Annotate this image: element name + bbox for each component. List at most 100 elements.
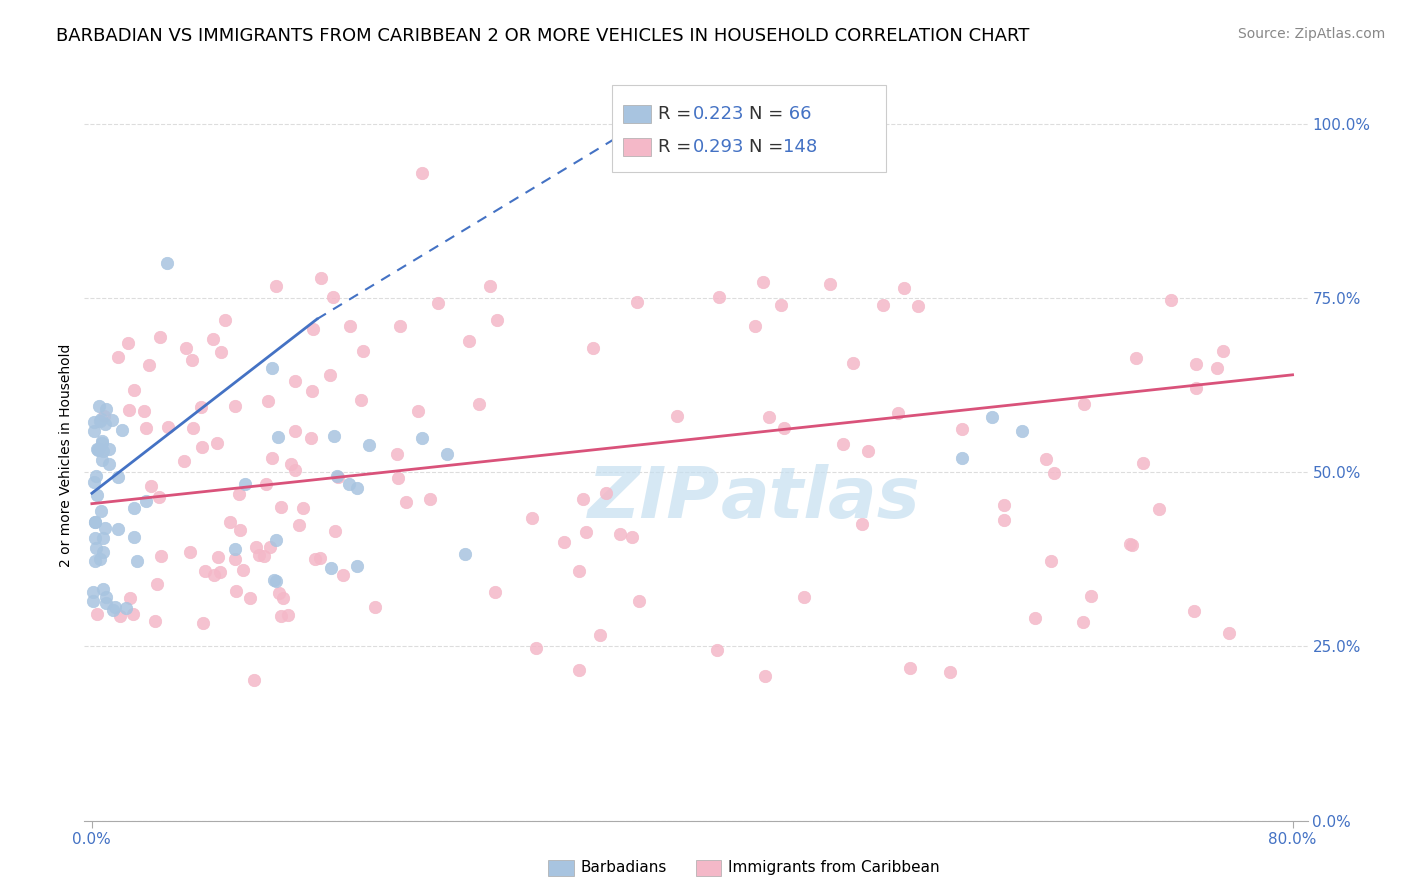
Point [284,424,307,438]
Point [114,600,136,615]
Point [1011,424,1033,438]
Point [83,425,105,439]
Point [266,279,288,293]
Point [94,590,117,604]
Point [173,454,195,468]
Point [346,482,368,496]
Point [86,488,108,502]
Point [337,476,360,491]
Point [117,336,139,351]
Point [89,551,111,566]
Point [239,591,262,605]
Point [264,574,287,588]
Point [907,299,929,313]
Point [1024,611,1046,625]
Point [595,485,617,500]
Point [484,584,506,599]
Point [267,430,290,444]
Point [91,434,114,448]
Point [190,400,212,414]
Point [89,415,111,429]
Point [139,478,162,492]
Point [339,319,361,334]
Point [87,399,110,413]
Point [101,603,124,617]
Point [271,591,294,605]
Point [219,515,242,529]
Point [752,276,775,290]
Point [1073,396,1095,410]
Point [90,452,112,467]
Point [97,442,120,456]
Point [851,516,873,531]
Point [299,431,322,445]
Point [214,313,236,327]
Point [179,545,201,559]
Point [323,524,346,539]
Point [91,545,114,559]
Text: ZIP: ZIP [588,465,720,533]
Point [773,421,796,435]
Point [90,503,112,517]
Point [1043,467,1066,481]
Point [1218,626,1240,640]
Point [1119,537,1142,551]
Text: N =: N = [749,138,789,156]
Point [309,551,332,566]
Point [202,567,225,582]
Point [357,438,380,452]
Point [387,470,409,484]
Point [284,374,307,388]
Point [122,500,145,515]
Point [135,493,157,508]
Text: R =: R = [658,138,697,156]
Point [94,520,117,534]
Point [938,665,960,680]
Point [208,565,231,579]
Point [121,607,143,622]
Point [893,281,915,295]
Point [319,560,342,574]
Point [350,392,373,407]
Point [108,608,131,623]
Point [84,531,107,545]
Point [224,399,246,413]
Text: BARBADIAN VS IMMIGRANTS FROM CARIBBEAN 2 OR MORE VEHICLES IN HOUSEHOLD CORRELATI: BARBADIAN VS IMMIGRANTS FROM CARIBBEAN 2… [56,27,1029,45]
Point [322,429,344,443]
Text: atlas: atlas [720,465,920,533]
Text: R =: R = [658,105,697,123]
Point [302,322,325,336]
Point [257,394,280,409]
Point [277,607,299,622]
Point [292,500,315,515]
Point [259,541,281,555]
Point [207,436,229,450]
Point [1080,589,1102,603]
Point [84,468,107,483]
Point [981,409,1004,424]
Point [267,586,290,600]
Point [82,594,104,608]
Point [107,350,129,364]
Point [352,343,374,358]
Point [104,600,127,615]
Point [207,550,229,565]
Point [83,515,105,529]
Point [194,565,217,579]
Point [304,552,326,566]
Point [253,549,276,564]
Point [93,444,115,458]
Point [1121,538,1143,552]
Text: Immigrants from Caribbean: Immigrants from Caribbean [728,860,941,874]
Point [328,469,350,483]
Point [138,358,160,372]
Point [232,563,254,577]
Point [575,525,598,540]
Point [243,673,266,688]
Point [86,442,108,456]
Point [86,442,108,457]
Point [309,271,332,285]
Point [125,554,148,568]
Point [1185,381,1208,395]
Point [478,279,501,293]
